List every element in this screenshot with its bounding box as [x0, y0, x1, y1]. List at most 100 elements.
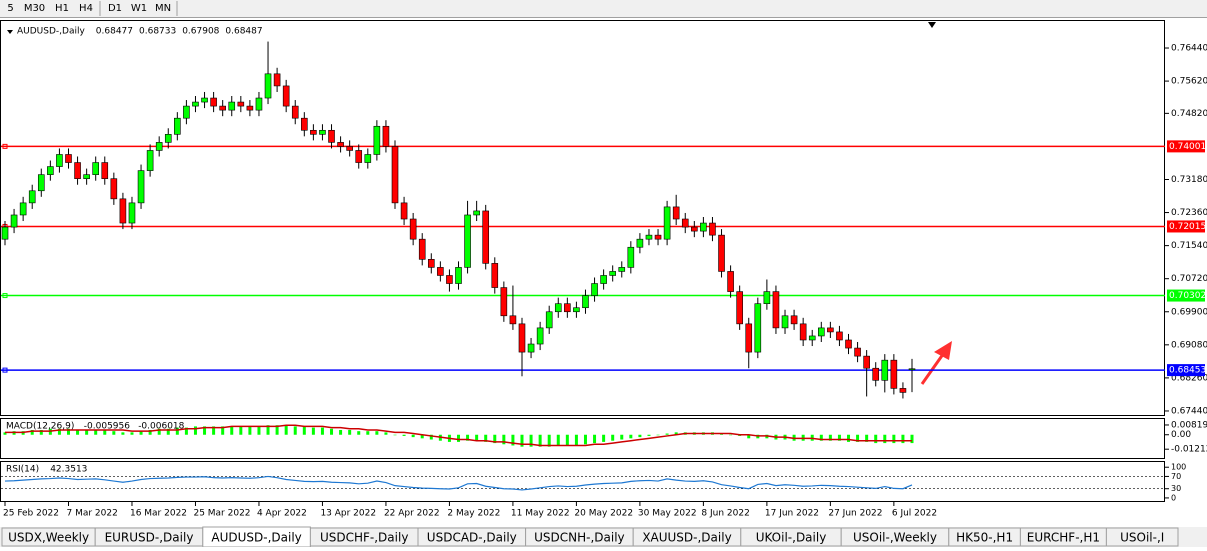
candle-body: [636, 238, 644, 248]
symbol-tab-label[interactable]: USOil-,Weekly: [853, 531, 937, 545]
x-tick-label: 8 Jun 2022: [701, 509, 749, 519]
candle-body: [863, 355, 870, 369]
timeframe-button[interactable]: M30: [24, 3, 45, 14]
x-tick-label: 11 May 2022: [511, 509, 570, 519]
horizontal-line-handle[interactable]: [2, 143, 8, 149]
price-label: 0.74001: [1169, 142, 1206, 152]
candle-body: [427, 259, 435, 268]
macd-bar: [837, 434, 841, 441]
symbol-tab-label[interactable]: HK50-,H1: [956, 531, 1013, 545]
macd-bar: [629, 434, 633, 439]
macd-bar: [847, 434, 851, 442]
candle-body: [545, 311, 553, 329]
candle-body: [808, 335, 816, 341]
symbol-tab-label[interactable]: USDCHF-,Daily: [320, 531, 408, 545]
indicator-readout: -0.006018: [138, 422, 184, 432]
candle-body: [573, 307, 580, 313]
timeframe-button[interactable]: D1: [108, 3, 122, 14]
candle-body: [310, 129, 317, 135]
macd-bar: [248, 426, 252, 435]
macd-bar: [3, 432, 7, 435]
macd-bar: [284, 425, 288, 435]
price-label-box: [1167, 364, 1205, 377]
macd-bar: [475, 434, 479, 441]
x-tick-label: 27 Jun 2022: [828, 509, 882, 519]
macd-bar: [157, 428, 161, 435]
candle-body: [328, 129, 335, 143]
horizontal-line-handle[interactable]: [2, 367, 8, 373]
y-tick-label: 0.69080: [1171, 340, 1207, 350]
timeframe-button[interactable]: 5: [7, 3, 13, 14]
x-tick-label: 4 Apr 2022: [257, 509, 307, 519]
timeframe-button[interactable]: W1: [131, 3, 147, 14]
symbol-tab[interactable]: [1105, 527, 1179, 547]
candle-body: [83, 174, 90, 179]
candle-body: [1, 226, 9, 240]
symbol-tab-label[interactable]: USDX,Weekly: [8, 531, 89, 545]
timeframe-button[interactable]: H1: [55, 3, 69, 14]
horizontal-line-handle[interactable]: [2, 293, 8, 299]
macd-bar: [593, 434, 597, 444]
macd-panel: [0, 418, 1165, 459]
timeframe-button[interactable]: H4: [79, 3, 93, 14]
macd-bar: [511, 434, 515, 446]
candle-body: [74, 162, 81, 179]
macd-bar: [57, 428, 61, 435]
indicator-title: MACD(12,26,9): [6, 422, 74, 432]
y-tick-label: 0.70720: [1171, 274, 1207, 284]
symbol-tab-label[interactable]: XAUUSD-,Daily: [642, 531, 731, 545]
quote-readout: 0.68733: [139, 27, 176, 37]
candle-body: [110, 178, 118, 200]
candle-body: [582, 295, 589, 309]
candle-body: [418, 238, 426, 260]
symbol-tab-label[interactable]: USDCAD-,Daily: [427, 531, 517, 545]
y-tick-label: 0.69900: [1171, 307, 1207, 317]
candle-body: [554, 303, 562, 313]
macd-bar: [674, 432, 678, 435]
macd-bar: [275, 425, 279, 435]
symbol-tab-label[interactable]: AUDUSD-,Daily: [211, 531, 301, 545]
macd-bar: [729, 434, 733, 436]
y-tick-label: 0.75620: [1171, 77, 1207, 87]
macd-bar: [66, 428, 70, 435]
macd-bar: [348, 429, 352, 435]
candle-body: [745, 323, 753, 353]
x-tick-label: 6 Jul 2022: [892, 509, 937, 519]
symbol-tab-label[interactable]: USOil-,I: [1120, 531, 1164, 545]
y-tick-label: 0.71540: [1171, 241, 1207, 251]
candle-body: [527, 343, 535, 353]
macd-bar: [30, 429, 34, 435]
candle-body: [473, 210, 480, 216]
symbol-tab-label[interactable]: UKOil-,Daily: [756, 531, 827, 545]
candle-body: [291, 105, 299, 119]
x-tick-label: 13 Apr 2022: [320, 509, 376, 519]
macd-bar: [311, 427, 315, 435]
macd-bar: [747, 434, 751, 439]
candle-body: [92, 162, 99, 175]
candle-body: [691, 226, 698, 232]
symbol-tab-label[interactable]: EURUSD-,Daily: [105, 531, 194, 545]
x-tick-label: 16 Mar 2022: [130, 509, 187, 519]
candle-body: [754, 303, 762, 353]
price-label: 0.68453: [1169, 366, 1206, 376]
candle-body: [890, 359, 898, 389]
timeframe-button[interactable]: MN: [155, 3, 171, 14]
candle-body: [845, 339, 852, 349]
symbol-tab-label[interactable]: EURCHF-,H1: [1027, 531, 1100, 545]
candle-body: [727, 271, 734, 292]
macd-bar: [910, 434, 914, 444]
symbol-tab-label[interactable]: USDCNH-,Daily: [534, 531, 625, 545]
y-tick-label: -0.01212: [1171, 445, 1207, 455]
y-tick-label: 0.74820: [1171, 109, 1207, 119]
candle-body: [854, 347, 861, 357]
candle-body: [101, 162, 109, 179]
candle-body: [836, 331, 843, 341]
macd-bar: [257, 426, 261, 435]
macd-bar: [384, 432, 388, 435]
price-label: 0.70302: [1169, 291, 1206, 301]
candle-body: [518, 323, 526, 353]
candle-body: [790, 315, 798, 325]
quote-readout: 0.68487: [225, 27, 262, 37]
